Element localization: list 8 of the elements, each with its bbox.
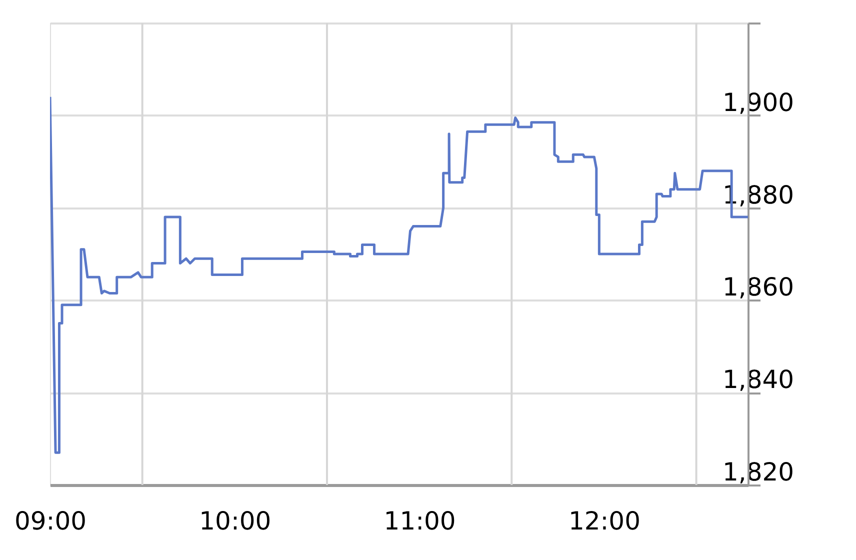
y-tick-label: 1,860	[722, 272, 794, 302]
x-tick-label: 09:00	[14, 506, 87, 536]
y-tick-label: 1,820	[722, 458, 794, 486]
x-tick-label: 12:00	[568, 506, 640, 536]
y-tick-label: 1,840	[722, 365, 794, 394]
x-tick-label: 10:00	[199, 506, 272, 536]
y-tick-label: 1,900	[722, 88, 794, 117]
x-tick-label: 11:00	[384, 506, 456, 536]
